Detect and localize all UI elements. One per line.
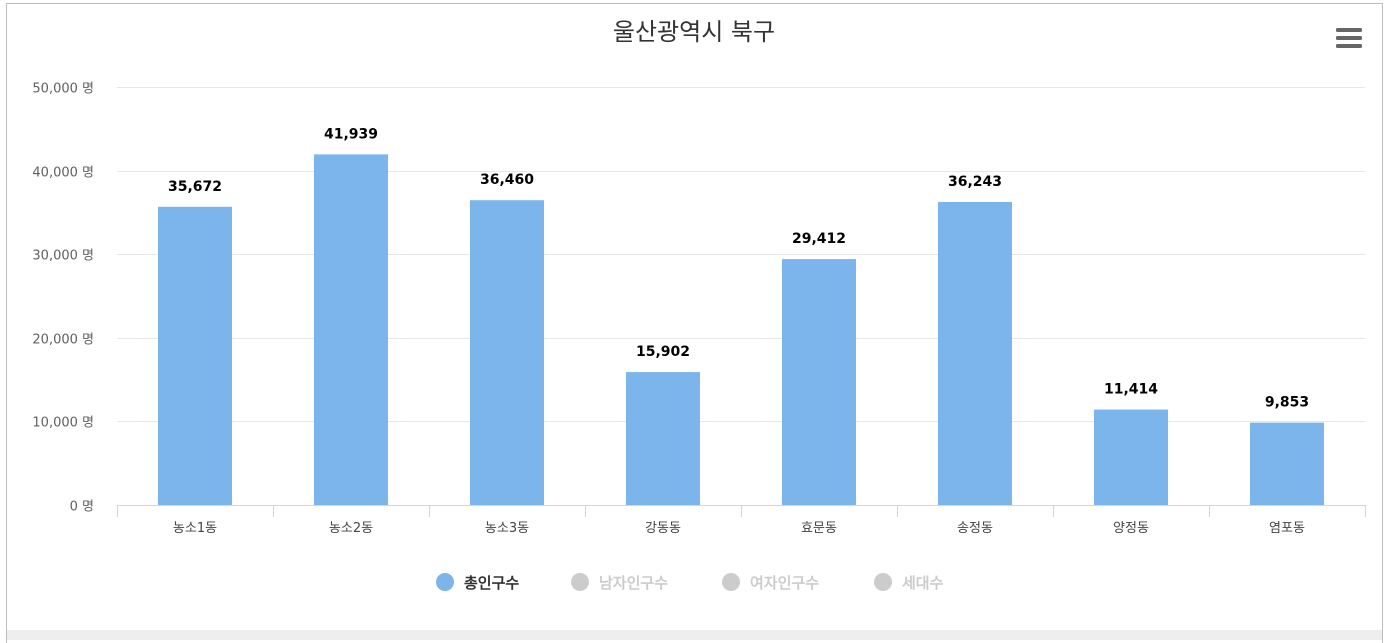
x-tick-label: 효문동 [801,521,837,536]
x-tick-label: 농소2동 [329,521,373,536]
bar[interactable] [626,372,700,505]
legend: 총인구수 남자인구수 여자인구수 세대수 [436,573,944,592]
legend-item[interactable]: 여자인구수 [722,573,819,592]
x-tick-label: 농소1동 [173,521,217,536]
x-axis-labels: 농소1동 농소2동 농소3동 강동동 효문동 송정동 양정동 염포동 [173,521,1305,536]
data-label: 41,939 [324,126,378,142]
x-tick-label: 강동동 [645,521,681,536]
data-label: 15,902 [636,344,690,360]
legend-label: 총인구수 [464,574,519,592]
bar[interactable] [938,202,1012,505]
data-label: 29,412 [792,231,846,247]
bottom-strip [7,630,1382,640]
y-tick-label: 0 명 [70,500,94,515]
y-tick-label: 20,000 명 [32,333,94,348]
y-tick-label: 30,000 명 [32,249,94,264]
legend-item[interactable]: 총인구수 [436,573,519,592]
x-axis [117,505,1366,517]
y-axis-labels: 0 명 10,000 명 20,000 명 30,000 명 40,000 명 50,00… [32,82,94,515]
bar-series[interactable] [158,154,1324,505]
y-tick-label: 50,000 명 [32,82,94,97]
chart-title: 울산광역시 북구 [613,18,775,46]
grid-lines [117,87,1365,422]
data-labels: 35,672 41,939 36,460 15,902 29,412 36,243 11,4… [168,126,1309,410]
x-tick-label: 농소3동 [485,521,529,536]
bar[interactable] [314,154,388,505]
legend-marker [571,573,589,591]
data-label: 11,414 [1104,382,1158,398]
x-tick-label: 송정동 [957,521,993,536]
data-label: 35,672 [168,179,222,195]
y-tick-label: 10,000 명 [32,416,94,431]
bar[interactable] [1094,409,1168,505]
y-tick-label: 40,000 명 [32,166,94,181]
bar[interactable] [158,206,232,505]
bar[interactable] [470,200,544,505]
legend-label: 세대수 [902,574,944,592]
legend-item[interactable]: 남자인구수 [571,573,668,592]
legend-marker [436,573,454,591]
bar[interactable] [782,259,856,505]
data-label: 36,460 [480,172,534,188]
legend-label: 남자인구수 [599,574,668,592]
bar[interactable] [1250,422,1324,505]
x-tick-label: 양정동 [1113,521,1149,536]
x-tick-label: 염포동 [1269,521,1305,536]
legend-label: 여자인구수 [750,574,819,592]
legend-marker [874,573,892,591]
data-label: 9,853 [1265,395,1309,411]
chart-container [6,3,1383,643]
legend-marker [722,573,740,591]
hamburger-menu-icon[interactable] [1334,28,1362,50]
legend-item[interactable]: 세대수 [874,573,944,592]
data-label: 36,243 [948,174,1002,190]
